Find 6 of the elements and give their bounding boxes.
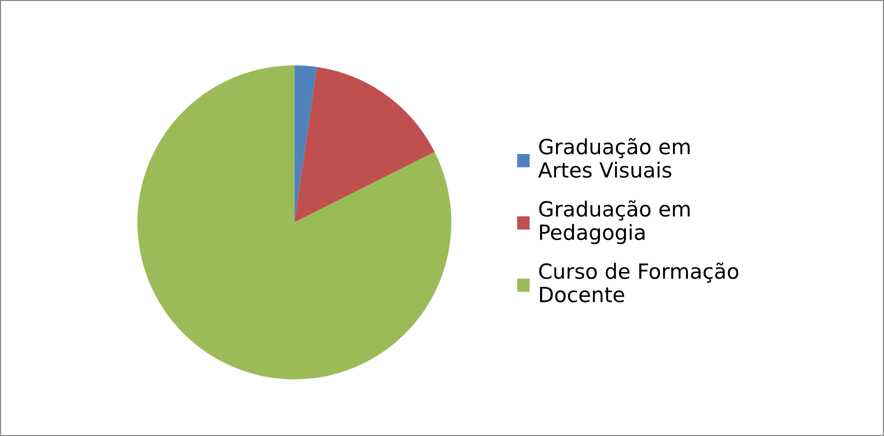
pie-slice	[137, 65, 452, 380]
legend-label: Curso de Formação Docente	[539, 262, 738, 302]
legend-label: Graduação em Pedagogia	[539, 200, 690, 244]
pie-slice	[294, 67, 435, 222]
legend-label: Graduação em Artes Visuais	[538, 138, 690, 178]
pie-slice	[294, 65, 317, 222]
